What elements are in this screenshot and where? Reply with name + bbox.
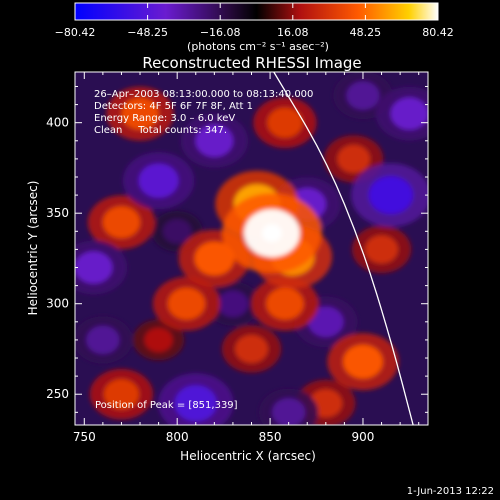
colorbar-tick-label: −48.25 — [127, 26, 168, 39]
colorbar-units: (photons cm⁻² s⁻¹ asec⁻²) — [187, 40, 329, 53]
heatmap-blob — [194, 241, 235, 276]
solar-limb-curve — [273, 72, 414, 425]
heatmap-blob — [217, 290, 249, 317]
x-tick-label: 850 — [259, 430, 282, 444]
y-tick-label: 400 — [46, 116, 69, 130]
annotation-clean-counts: Clean Total counts: 347. — [94, 125, 227, 136]
x-tick-label: 900 — [352, 430, 375, 444]
x-tick-label: 800 — [166, 430, 189, 444]
heatmap-blob — [267, 107, 303, 138]
y-tick-label: 350 — [46, 206, 69, 220]
heatmap-blob — [266, 287, 304, 320]
colorbar-tick-label: 16.08 — [277, 26, 309, 39]
colorbar-tick-label: −16.08 — [200, 26, 241, 39]
peak-position-label: Position of Peak = [851,339] — [95, 400, 238, 411]
colorbar-ticks: −80.42 −48.25 −16.08 16.08 48.25 80.42 — [55, 3, 454, 39]
heatmap-blob — [103, 379, 140, 410]
heatmap-blob — [195, 124, 234, 157]
heatmap-blob — [138, 163, 179, 198]
heatmap-blob — [346, 81, 380, 110]
annotation-time-range: 26–Apr–2003 08:13:00.000 to 08:13:40.000 — [94, 89, 313, 100]
heatmap-blob — [162, 219, 192, 244]
colorbar-tick-label: 48.25 — [350, 26, 382, 39]
heatmap-blob — [174, 385, 217, 422]
heatmap-blob — [368, 176, 414, 215]
chart-title: Reconstructed RHESSI Image — [142, 54, 361, 72]
annotation-energy-range: Energy Range: 3.0 – 6.0 keV — [94, 113, 235, 124]
x-tick-label: 750 — [73, 430, 96, 444]
footer-date: 1-Jun-2013 12:22 — [407, 486, 494, 497]
heatmap-blob — [337, 144, 371, 174]
heatmap-blob — [144, 327, 173, 353]
heatmap-blob — [167, 287, 206, 320]
colorbar-tick-label: −80.42 — [55, 26, 96, 39]
y-axis-label: Heliocentric Y (arcsec) — [26, 181, 40, 316]
y-tick-label: 250 — [46, 387, 69, 401]
heatmap-blob — [308, 306, 344, 338]
y-tick-label: 300 — [46, 297, 69, 311]
heatmap-blob — [342, 344, 383, 379]
heatmap-blob — [102, 206, 141, 239]
heatmap-blob — [234, 334, 269, 364]
heatmap-blob — [364, 235, 399, 264]
heatmap-blob — [121, 97, 159, 130]
axis-ticks: 750 800 850 900 250 300 350 400 — [46, 72, 428, 444]
heatmap-blob — [390, 97, 428, 130]
heatmap-peak-core — [261, 224, 282, 243]
heatmap-image — [75, 72, 428, 425]
annotation-detectors: Detectors: 4F 5F 6F 7F 8F, Att 1 — [94, 101, 253, 112]
colorbar-tick-label: 80.42 — [422, 26, 454, 39]
x-axis-label: Heliocentric X (arcsec) — [180, 449, 316, 463]
heatmap-blob — [75, 251, 113, 284]
heatmap-blob — [272, 398, 306, 425]
colorbar — [74, 2, 439, 21]
heatmap-blob — [86, 325, 120, 355]
